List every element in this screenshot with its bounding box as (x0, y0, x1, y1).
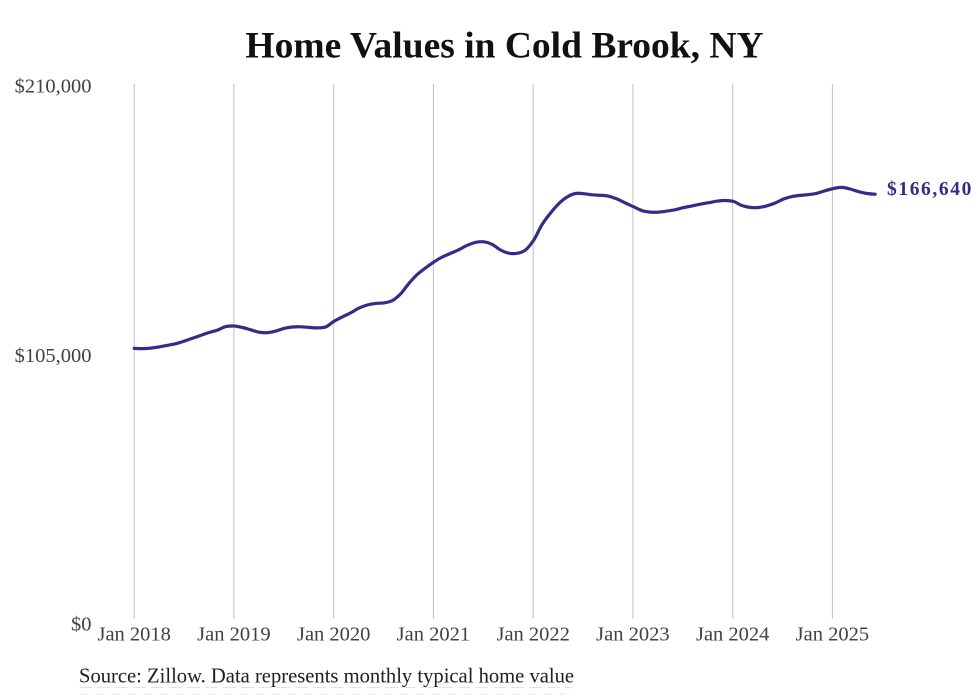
svg-text:$166,640: $166,640 (887, 179, 973, 200)
svg-text:Home Values in Cold Brook, NY: Home Values in Cold Brook, NY (245, 26, 763, 67)
svg-text:$105,000: $105,000 (15, 345, 92, 367)
svg-text:Jan 2023: Jan 2023 (596, 624, 669, 646)
svg-text:Jan 2020: Jan 2020 (297, 624, 370, 646)
svg-text:Source: Zillow. Data represent: Source: Zillow. Data represents monthly … (79, 665, 574, 687)
svg-text:Jan 2024: Jan 2024 (696, 624, 769, 646)
svg-text:Jan 2025: Jan 2025 (796, 624, 869, 646)
svg-text:$0: $0 (71, 613, 92, 635)
svg-text:$210,000: $210,000 (15, 75, 92, 97)
svg-text:Jan 2021: Jan 2021 (397, 624, 470, 646)
svg-text:Jan 2019: Jan 2019 (197, 624, 270, 646)
svg-text:Jan 2022: Jan 2022 (496, 624, 569, 646)
svg-text:Jan 2018: Jan 2018 (97, 624, 170, 646)
